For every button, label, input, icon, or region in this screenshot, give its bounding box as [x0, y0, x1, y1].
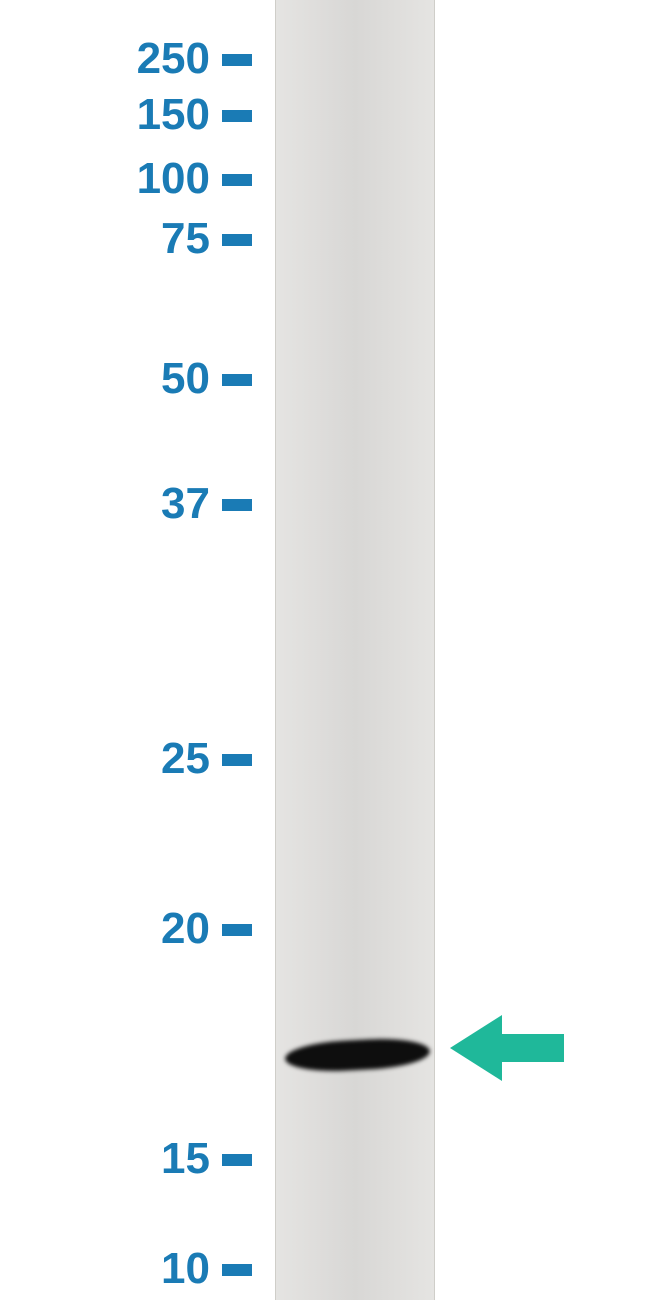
- mw-tick-150: [222, 110, 252, 122]
- mw-tick-250: [222, 54, 252, 66]
- western-blot-figure: 250 150 100 75 50 37 25 20 15 10: [0, 0, 650, 1300]
- arrow-head-icon: [450, 1015, 502, 1081]
- mw-tick-10: [222, 1264, 252, 1276]
- mw-tick-15: [222, 1154, 252, 1166]
- gel-lane: [275, 0, 435, 1300]
- mw-label-37: 37: [50, 479, 210, 529]
- mw-label-10: 10: [50, 1244, 210, 1294]
- mw-label-15: 15: [50, 1134, 210, 1184]
- mw-tick-50: [222, 374, 252, 386]
- mw-tick-75: [222, 234, 252, 246]
- mw-label-75: 75: [50, 214, 210, 264]
- mw-label-250: 250: [50, 34, 210, 84]
- mw-label-25: 25: [50, 734, 210, 784]
- mw-label-100: 100: [50, 154, 210, 204]
- mw-tick-100: [222, 174, 252, 186]
- mw-label-50: 50: [50, 354, 210, 404]
- mw-label-20: 20: [50, 904, 210, 954]
- mw-label-150: 150: [50, 90, 210, 140]
- arrow-shaft: [502, 1034, 564, 1062]
- mw-tick-20: [222, 924, 252, 936]
- mw-tick-25: [222, 754, 252, 766]
- mw-tick-37: [222, 499, 252, 511]
